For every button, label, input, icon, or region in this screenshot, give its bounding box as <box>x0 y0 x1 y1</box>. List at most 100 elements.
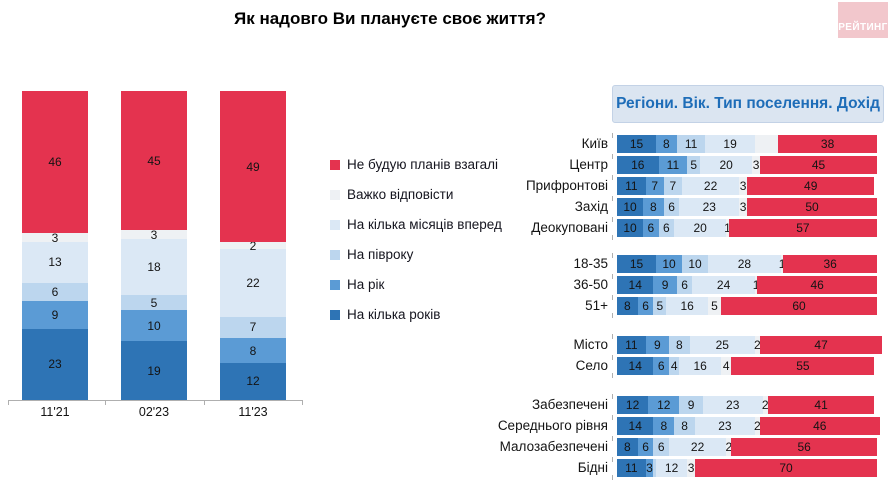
hbar-segment-one_year: 6 <box>637 438 654 456</box>
vbar-segment-few_months: 22 <box>220 248 286 317</box>
hbar-segment-half_year: 6 <box>658 219 675 237</box>
hbar-segment-no_plans: 49 <box>747 177 875 195</box>
hbar-segment-no_plans: 56 <box>731 438 877 456</box>
hbar-segment-half_year: 6 <box>676 276 693 294</box>
hbar-segment-one_year: 8 <box>653 417 675 435</box>
hbar-segment-half_year: 8 <box>674 417 695 435</box>
row-label-regions: Центр <box>569 157 608 172</box>
hbar-segment-few_months: 20 <box>700 156 753 174</box>
hbar-segment-few_months: 23 <box>695 417 755 435</box>
hbar-segment-several_years: 15 <box>617 255 656 273</box>
vbar-segment-few_months: 13 <box>22 242 88 283</box>
category-axis-tick <box>612 373 613 378</box>
legend-label: На рік <box>347 277 385 292</box>
vbar-segment-one_year: 9 <box>22 301 88 329</box>
legend-swatch-no_plans <box>330 159 340 170</box>
category-axis-tick <box>612 457 613 462</box>
hbar-segment-several_years: 11 <box>617 336 646 354</box>
hbar-segment-few_months: 25 <box>689 336 755 354</box>
category-axis-tick <box>612 133 613 138</box>
legend-item: Важко відповісти <box>330 187 453 202</box>
rating-logo-text: РЕЙТИНГ <box>838 22 888 33</box>
hbar-segment-few_months: 23 <box>702 396 763 414</box>
legend-item: На кілька місяців вперед <box>330 217 502 232</box>
hbar-segment-half_year: 4 <box>669 357 680 375</box>
vbar-segment-several_years: 23 <box>22 328 88 400</box>
hbar-segment-several_years: 14 <box>617 357 654 375</box>
hbar-segment-several_years: 10 <box>617 219 643 237</box>
hbar-segment-no_plans: 46 <box>757 276 877 294</box>
hbar-segment-no_plans: 57 <box>728 219 877 237</box>
row-label-regions: Прифронтові <box>525 178 608 193</box>
hbar-segment-several_years: 16 <box>617 156 659 174</box>
category-axis-tick <box>612 295 613 300</box>
category-axis-tick <box>612 274 613 279</box>
row-label-income: Малозабезпечені <box>499 439 608 454</box>
hbar-segment-hard_to_answer: 3 <box>752 156 760 174</box>
hbar-segment-hard_to_answer: 3 <box>739 177 747 195</box>
vbar-segment-hard_to_answer: 3 <box>22 231 88 245</box>
row-label-regions: Деокуповані <box>531 220 608 235</box>
hbar-segment-few_months: 23 <box>679 198 740 216</box>
breakdown-panel-title: Регіони. Вік. Тип поселення. Дохід <box>616 95 880 112</box>
legend-swatch-half_year <box>330 249 340 260</box>
hbar-segment-few_months: 22 <box>669 438 727 456</box>
vbar-segment-half_year: 6 <box>22 282 88 302</box>
hbar-segment-half_year <box>653 459 656 477</box>
rating-group-logo: РЕЙТИНГ <box>838 2 888 38</box>
legend-label: Не будую планів взагалі <box>347 157 499 172</box>
legend-item: Не будую планів взагалі <box>330 157 498 172</box>
hbar-segment-hard_to_answer: 2 <box>761 396 769 414</box>
hbar-segment-no_plans: 46 <box>760 417 880 435</box>
vbar-segment-no_plans: 46 <box>22 91 88 234</box>
vbar-segment-several_years: 12 <box>220 362 286 400</box>
hbar-segment-few_months: 19 <box>705 135 755 153</box>
hbar-segment-several_years: 10 <box>617 198 643 216</box>
hbar-segment-one_year: 8 <box>643 198 664 216</box>
hbar-segment-half_year: 11 <box>676 135 706 153</box>
row-label-income: Середнього рівня <box>497 418 608 433</box>
hbar-segment-one_year: 9 <box>645 336 669 354</box>
category-axis-tick <box>612 313 613 318</box>
category-axis-tick <box>612 253 613 258</box>
hbar-segment-few_months: 12 <box>656 459 688 477</box>
hbar-segment-hard_to_answer: 3 <box>687 459 695 477</box>
hbar-segment-several_years: 14 <box>617 417 654 435</box>
hbar-segment-one_year: 6 <box>643 219 659 237</box>
vbar-segment-one_year: 10 <box>121 310 187 342</box>
category-axis-tick <box>612 175 613 180</box>
category-axis-tick <box>612 196 613 201</box>
hbar-segment-hard_to_answer: 3 <box>739 198 747 216</box>
hbar-segment-half_year: 10 <box>682 255 708 273</box>
hbar-segment-hard_to_answer: 4 <box>721 357 732 375</box>
category-axis-tick <box>612 154 613 159</box>
legend-item: На кілька років <box>330 307 440 322</box>
row-label-regions: Київ <box>581 136 608 151</box>
category-axis-tick <box>612 235 613 240</box>
hbar-segment-half_year: 8 <box>669 336 690 354</box>
hbar-segment-few_months: 16 <box>679 357 721 375</box>
hbar-segment-several_years: 8 <box>617 438 638 456</box>
hbar-segment-several_years: 11 <box>617 459 646 477</box>
hbar-segment-no_plans: 47 <box>760 336 883 354</box>
hbar-segment-several_years: 14 <box>617 276 654 294</box>
hbar-segment-hard_to_answer: 2 <box>725 438 733 456</box>
hbar-segment-few_months: 24 <box>692 276 755 294</box>
row-label-regions: Захід <box>574 199 608 214</box>
row-label-settlement: Село <box>575 358 608 373</box>
vbar-segment-half_year: 5 <box>121 294 187 311</box>
row-label-age: 36-50 <box>573 277 608 292</box>
hbar-segment-one_year: 12 <box>648 396 680 414</box>
category-axis-tick <box>612 394 613 399</box>
category-axis-tick <box>612 334 613 339</box>
legend-label: На кілька років <box>347 307 441 322</box>
hbar-segment-few_months: 28 <box>708 255 781 273</box>
hbar-segment-hard_to_answer <box>754 135 779 153</box>
legend-item: На півроку <box>330 247 413 262</box>
hbar-segment-few_months: 20 <box>674 219 727 237</box>
hbar-segment-one_year: 7 <box>645 177 664 195</box>
hbar-segment-several_years: 11 <box>617 177 646 195</box>
hbar-segment-hard_to_answer: 1 <box>724 219 731 237</box>
hbar-segment-half_year: 6 <box>663 198 680 216</box>
